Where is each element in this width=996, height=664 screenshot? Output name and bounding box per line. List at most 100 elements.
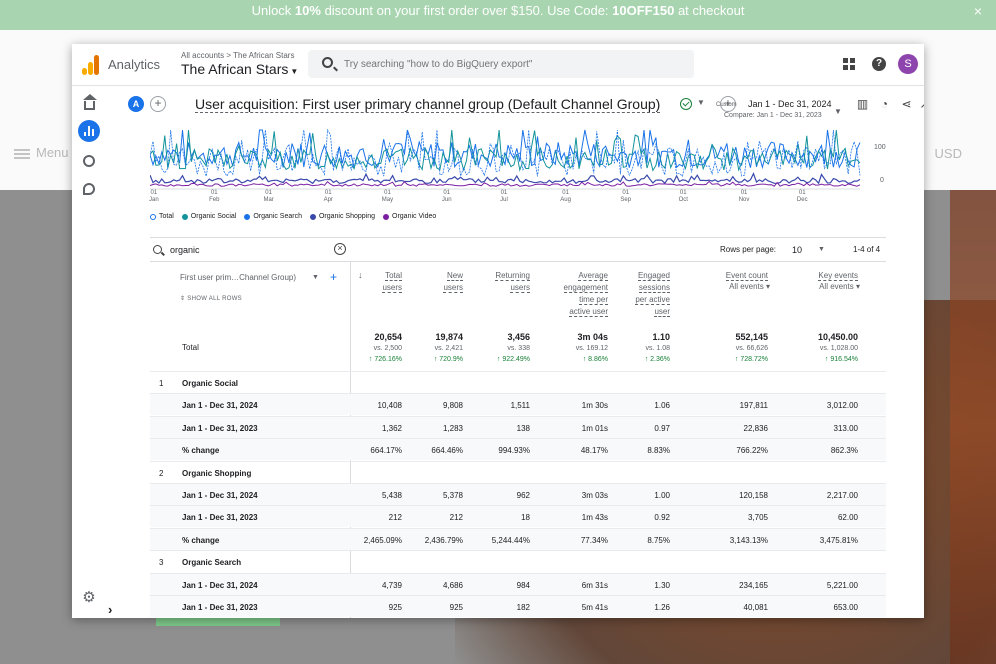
- apps-grid-icon[interactable]: [843, 58, 855, 70]
- help-icon[interactable]: ?: [872, 57, 886, 71]
- metric-header[interactable]: Event count: [725, 270, 768, 282]
- metric-header-line: engagement: [563, 283, 608, 293]
- legend-item[interactable]: Total: [150, 213, 174, 220]
- table-cell: 1m 43s: [581, 513, 608, 523]
- table-cell: 1.30: [654, 580, 670, 590]
- explore-icon[interactable]: [78, 150, 100, 172]
- table-row[interactable]: Jan 1 - Dec 31, 2024 10,408 9,808 1,511 1m 3…: [150, 393, 886, 416]
- table-row[interactable]: Jan 1 - Dec 31, 2024 5,438 5,378 962 3m 03s 1…: [150, 483, 886, 505]
- x-tick-day: 01: [324, 190, 332, 196]
- x-tick-month: Nov: [738, 197, 750, 203]
- row-number: 2: [159, 468, 164, 478]
- advertising-icon[interactable]: [78, 178, 100, 200]
- table-cell: 1.26: [654, 603, 670, 612]
- legend-item[interactable]: Organic Video: [383, 213, 436, 220]
- row-number: 1: [159, 379, 164, 388]
- x-tick-day: 01: [265, 190, 272, 196]
- show-all-rows-label: SHOW ALL ROWS: [187, 296, 242, 302]
- metric-header[interactable]: Engaged sessions per active user: [635, 270, 670, 318]
- legend-item[interactable]: Organic Shopping: [309, 213, 375, 220]
- store-button[interactable]: [156, 616, 280, 626]
- table-header: First user prim…Channel Group) ▼ + ⇕ SHO…: [150, 261, 886, 371]
- table-cell: 5,438: [381, 491, 402, 500]
- legend-item[interactable]: Organic Search: [244, 213, 302, 220]
- rows-per-page-select[interactable]: 10: [792, 245, 803, 255]
- search-icon: [153, 245, 162, 254]
- share-icon[interactable]: ⋖: [901, 97, 912, 111]
- table-cell: 40,081: [743, 603, 768, 612]
- table-row[interactable]: % change 2,465.09% 2,436.79% 5,244.44% 77.34…: [150, 527, 886, 550]
- metric-header[interactable]: New users: [443, 270, 463, 294]
- table-row[interactable]: Jan 1 - Dec 31, 2024 4,739 4,686 984 6m 31s 1…: [150, 572, 886, 595]
- sort-descending-icon[interactable]: ↓: [358, 270, 363, 280]
- series-line: [150, 129, 861, 170]
- expand-nav-chevron-icon[interactable]: ›: [108, 602, 113, 617]
- table-row[interactable]: 2 Organic Shopping: [150, 460, 886, 483]
- metric-header-line: Event count: [725, 271, 768, 281]
- metric-header-line: Total: [385, 271, 402, 281]
- x-tick-month: Jul: [500, 197, 508, 203]
- date-label: Custom: [716, 102, 737, 108]
- avatar[interactable]: S: [898, 54, 918, 74]
- add-dimension-button[interactable]: +: [330, 270, 338, 284]
- chevron-down-icon[interactable]: ▼: [312, 274, 319, 281]
- close-icon[interactable]: ×: [973, 3, 982, 19]
- x-tick-day: 01: [679, 190, 687, 196]
- table-cell: 2,465.09%: [363, 535, 402, 545]
- table-row[interactable]: Jan 1 - Dec 31, 2023 1,362 1,283 138 1m 01s 0…: [150, 415, 886, 438]
- date-range-picker[interactable]: Jan 1 - Dec 31, 2024: [748, 99, 832, 109]
- chevron-down-icon[interactable]: ▼: [818, 246, 825, 253]
- metric-header[interactable]: Key events: [818, 270, 858, 282]
- metric-header-line: users: [443, 283, 463, 293]
- currency-selector[interactable]: USD: [934, 146, 962, 161]
- table-row[interactable]: 3 Organic Search: [150, 550, 886, 572]
- table-row[interactable]: % change 664.17% 664.46% 994.93% 48.17% 8.83%…: [150, 438, 886, 461]
- settings-gear-icon[interactable]: ⚙: [82, 589, 96, 606]
- home-icon[interactable]: [78, 92, 100, 114]
- x-tick-month: Dec: [796, 197, 808, 203]
- insights-icon[interactable]: ◔: [880, 97, 889, 111]
- top-bar: Analytics All accounts > The African Sta…: [72, 44, 924, 86]
- total-percent-change: ↑ 720.9%: [433, 356, 463, 363]
- analytics-logo-icon: [82, 55, 100, 75]
- date-chevron-icon[interactable]: ▼: [834, 107, 842, 116]
- row-label: Jan 1 - Dec 31, 2023: [182, 513, 258, 523]
- trend-icon[interactable]: ↗: [918, 98, 924, 111]
- metric-header[interactable]: Average engagement time per active user: [563, 270, 608, 318]
- metric-header[interactable]: Total users: [382, 270, 402, 294]
- report-title[interactable]: User acquisition: First user primary cha…: [195, 96, 661, 113]
- customize-report-icon[interactable]: ▥: [856, 97, 869, 111]
- store-menu-button[interactable]: Menu: [14, 145, 69, 160]
- table-cell: 653.00: [833, 603, 858, 612]
- x-tick-label: 01 Apr: [324, 190, 333, 204]
- add-filter-button[interactable]: +: [720, 96, 736, 112]
- table-cell: 138: [516, 423, 530, 433]
- expand-rows-icon: ⇕: [180, 296, 188, 302]
- comparison-chip-a[interactable]: A: [128, 96, 144, 112]
- table-row[interactable]: Jan 1 - Dec 31, 2023 925 925 182 5m 41s 1.26 4…: [150, 595, 886, 617]
- left-nav: ⚙: [72, 86, 106, 618]
- search-input[interactable]: [344, 55, 684, 73]
- table-row[interactable]: 1 Organic Social: [150, 371, 886, 393]
- property-picker[interactable]: The African Stars ▼: [181, 61, 298, 77]
- filter-input[interactable]: organic: [170, 245, 200, 255]
- table-cell: 212: [449, 513, 463, 523]
- row-label: % change: [182, 535, 220, 545]
- search-bar[interactable]: [308, 50, 694, 78]
- clear-filter-icon[interactable]: ×: [334, 243, 346, 255]
- show-all-rows-button[interactable]: ⇕ SHOW ALL ROWS: [180, 295, 242, 302]
- table-cell: 0.92: [654, 513, 670, 523]
- chevron-down-icon[interactable]: ▼: [697, 98, 705, 107]
- metric-header-line: per active: [635, 295, 670, 305]
- event-filter-select[interactable]: All events ▾: [729, 282, 770, 291]
- total-value: 552,145: [735, 332, 768, 342]
- total-percent-change: ↑ 8.86%: [582, 356, 608, 363]
- event-filter-select[interactable]: All events ▾: [819, 282, 860, 291]
- dimension-header[interactable]: First user prim…Channel Group): [180, 273, 297, 282]
- table-row[interactable]: Jan 1 - Dec 31, 2023 212 212 18 1m 43s 0.92 3,…: [150, 505, 886, 528]
- metric-header[interactable]: Returning users: [495, 270, 530, 294]
- table-cell: 4,739: [381, 580, 402, 590]
- reports-icon[interactable]: [78, 120, 100, 142]
- add-comparison-button[interactable]: +: [150, 96, 166, 112]
- legend-item[interactable]: Organic Social: [181, 213, 236, 220]
